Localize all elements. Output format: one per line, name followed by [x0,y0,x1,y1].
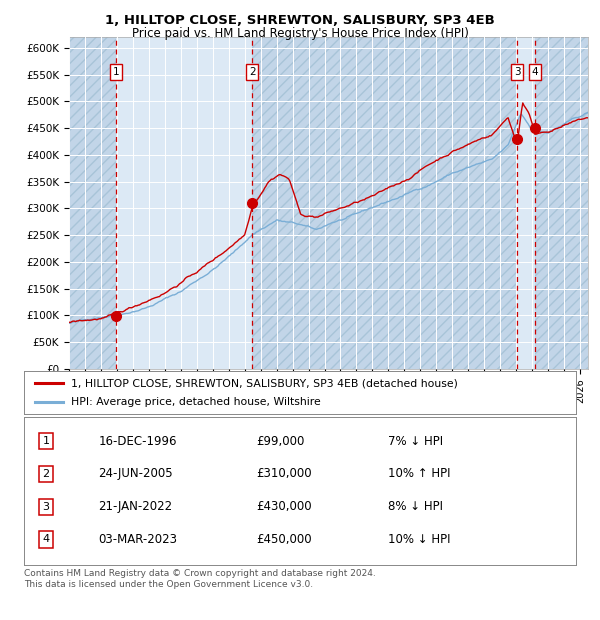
Text: 21-JAN-2022: 21-JAN-2022 [98,500,173,513]
Bar [253,37,517,369]
Text: 1, HILLTOP CLOSE, SHREWTON, SALISBURY, SP3 4EB: 1, HILLTOP CLOSE, SHREWTON, SALISBURY, S… [105,14,495,27]
Text: 4: 4 [532,67,538,77]
Text: 24-JUN-2005: 24-JUN-2005 [98,467,173,481]
Text: 7% ↓ HPI: 7% ↓ HPI [388,435,443,448]
Text: £450,000: £450,000 [256,533,311,546]
Text: Contains HM Land Registry data © Crown copyright and database right 2024.
This d: Contains HM Land Registry data © Crown c… [24,569,376,588]
Text: Price paid vs. HM Land Registry's House Price Index (HPI): Price paid vs. HM Land Registry's House … [131,27,469,40]
Text: 3: 3 [514,67,520,77]
Text: 3: 3 [43,502,50,512]
Text: 4: 4 [43,534,50,544]
Text: 2: 2 [43,469,50,479]
Text: 16-DEC-1996: 16-DEC-1996 [98,435,177,448]
Text: 1: 1 [43,436,50,446]
Text: 10% ↑ HPI: 10% ↑ HPI [388,467,451,481]
Text: HPI: Average price, detached house, Wiltshire: HPI: Average price, detached house, Wilt… [71,397,320,407]
Text: 03-MAR-2023: 03-MAR-2023 [98,533,178,546]
Text: 1: 1 [113,67,119,77]
Text: £99,000: £99,000 [256,435,304,448]
Text: £310,000: £310,000 [256,467,311,481]
Text: 10% ↓ HPI: 10% ↓ HPI [388,533,451,546]
Text: 8% ↓ HPI: 8% ↓ HPI [388,500,443,513]
Bar [69,37,116,369]
Text: 2: 2 [249,67,256,77]
Text: 1, HILLTOP CLOSE, SHREWTON, SALISBURY, SP3 4EB (detached house): 1, HILLTOP CLOSE, SHREWTON, SALISBURY, S… [71,378,458,388]
Bar [535,37,588,369]
Text: £430,000: £430,000 [256,500,311,513]
